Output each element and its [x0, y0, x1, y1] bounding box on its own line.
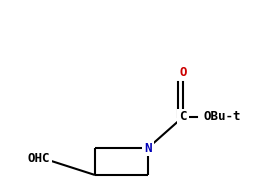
- Text: OBu-t: OBu-t: [204, 111, 241, 123]
- Text: C: C: [179, 111, 187, 123]
- Text: N: N: [144, 142, 152, 154]
- Text: O: O: [179, 66, 187, 79]
- Text: OHC: OHC: [27, 152, 50, 165]
